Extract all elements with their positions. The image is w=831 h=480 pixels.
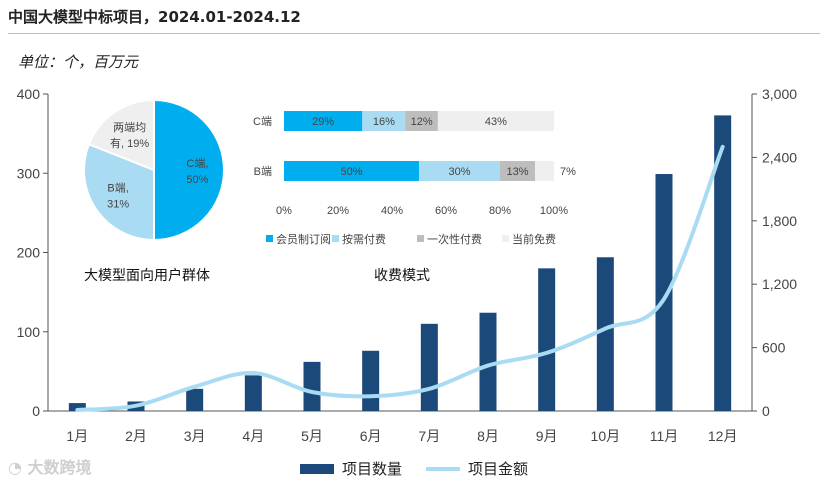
- watermark-icon: ◔: [8, 458, 28, 477]
- x-tick-label: 11月: [650, 428, 679, 444]
- x-tick-label: 6月: [360, 428, 382, 444]
- y-left-tick-label: 200: [17, 245, 41, 261]
- chart-title: 中国大模型中标项目，2024.01-2024.12: [8, 8, 301, 26]
- y-left-tick-label: 0: [32, 403, 40, 419]
- stacked-x-tick-label: 20%: [327, 205, 349, 217]
- bar-3月: [186, 388, 204, 411]
- pie-label-line2: 有, 19%: [110, 136, 149, 150]
- stacked-seg-label: 12%: [411, 116, 433, 128]
- y-right-tick-label: 2,400: [762, 149, 797, 165]
- stacked-x-tick-label: 80%: [489, 205, 511, 217]
- stacked-legend-label: 一次性付费: [427, 232, 482, 246]
- pie-label-line1: C端,: [186, 157, 208, 170]
- x-tick-label: 8月: [477, 428, 499, 444]
- x-tick-label: 1月: [66, 428, 88, 444]
- bar-7月: [420, 323, 438, 411]
- stacked-seg-label: 13%: [507, 166, 529, 178]
- y-right-tick-label: 1,200: [762, 276, 797, 292]
- stacked-seg-label: 43%: [485, 116, 507, 128]
- bar-1月: [68, 403, 86, 411]
- series-line-amount: [75, 144, 725, 412]
- y-right-tick-label: 0: [762, 403, 770, 419]
- stacked-legend-swatch: [417, 235, 424, 242]
- pie-slice-C端: [153, 98, 225, 242]
- bar-10月: [596, 257, 614, 411]
- stacked-seg-label: 30%: [448, 166, 470, 178]
- legend-label-line: 项目金额: [468, 460, 529, 478]
- bar-9月: [538, 268, 556, 411]
- pie-label-line1: B端,: [107, 181, 128, 194]
- stacked-legend-swatch: [502, 235, 509, 242]
- stacked-seg-B端-会员制订阅: [284, 161, 419, 181]
- y-right-tick-label: 600: [762, 340, 786, 356]
- stacked-seg-label: 29%: [312, 116, 334, 128]
- legend-item-line: 项目金额: [426, 458, 528, 479]
- pie-title: 大模型面向用户群体: [84, 267, 210, 284]
- stacked-seg-B端-当前免费: [535, 161, 554, 181]
- stacked-x-tick-label: 60%: [435, 205, 457, 217]
- x-tick-label: 4月: [242, 428, 264, 444]
- pie-slice-两端均有: [87, 98, 155, 172]
- x-tick-label: 10月: [591, 428, 621, 444]
- stacked-category-label: C端: [253, 115, 272, 128]
- x-tick-label: 3月: [184, 428, 206, 444]
- x-tick-label: 2月: [125, 428, 147, 444]
- pie-label-line2: 50%: [186, 174, 208, 186]
- watermark-text: 大数跨境: [27, 458, 92, 477]
- x-tick-label: 9月: [536, 428, 558, 444]
- y-right-tick-label: 3,000: [762, 86, 797, 102]
- stacked-seg-label: 16%: [373, 116, 395, 128]
- stacked-seg-B端-按需付费: [419, 161, 500, 181]
- stacked-seg-label: 7%: [560, 166, 576, 178]
- bar-11月: [655, 174, 673, 411]
- stacked-category-label: B端: [254, 165, 272, 178]
- legend-swatch-bar: [300, 463, 334, 474]
- legend-swatch-line: [426, 466, 460, 471]
- bar-4月: [244, 375, 262, 411]
- unit-label: 单位：个，百万元: [18, 53, 139, 71]
- stacked-x-tick-label: 100%: [540, 205, 568, 217]
- stacked-seg-B端-一次性付费: [500, 161, 536, 181]
- stacked-x-tick-label: 40%: [381, 205, 403, 217]
- title-divider: [8, 33, 820, 34]
- bar-6月: [362, 350, 380, 411]
- stacked-legend-label: 会员制订阅: [276, 233, 331, 246]
- y-left-tick-label: 300: [17, 165, 41, 181]
- stacked-seg-C端-一次性付费: [405, 111, 438, 131]
- stacked-seg-C端-当前免费: [437, 111, 554, 131]
- bar-8月: [479, 312, 497, 411]
- stacked-seg-label: 50%: [340, 166, 362, 178]
- legend-item-bars: 项目数量: [300, 458, 402, 479]
- y-left-tick-label: 400: [17, 86, 41, 102]
- stacked-seg-C端-会员制订阅: [284, 111, 363, 131]
- y-right-tick-label: 1,800: [762, 213, 797, 229]
- stacked-title: 收费模式: [374, 268, 430, 284]
- stacked-legend-swatch: [266, 235, 273, 242]
- stacked-legend-label: 按需付费: [342, 232, 386, 246]
- watermark: ◔ 大数跨境: [8, 454, 92, 478]
- pie-slice-B端: [83, 142, 155, 242]
- stacked-legend-swatch: [332, 235, 339, 242]
- x-tick-label: 5月: [301, 428, 323, 444]
- stacked-seg-C端-按需付费: [362, 111, 406, 131]
- pie-label-line1: 两端均: [113, 121, 146, 134]
- stacked-x-tick-label: 0%: [276, 205, 292, 217]
- pie-label-line2: 31%: [107, 198, 129, 210]
- x-tick-label: 7月: [418, 428, 440, 444]
- y-left-tick-label: 100: [17, 324, 41, 340]
- x-tick-label: 12月: [708, 428, 738, 444]
- legend-label-bars: 项目数量: [342, 460, 403, 478]
- stacked-legend-label: 当前免费: [512, 232, 556, 246]
- bar-12月: [714, 115, 732, 412]
- bar-5月: [303, 361, 321, 411]
